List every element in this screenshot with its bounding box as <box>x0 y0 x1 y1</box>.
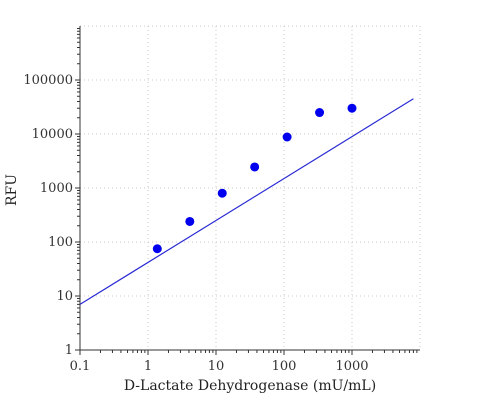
x-tick-label: 1000 <box>335 359 368 374</box>
data-point <box>152 244 162 254</box>
grid <box>80 25 421 350</box>
y-tick-label: 1 <box>65 343 73 358</box>
x-axis-title: D-Lactate Dehydrogenase (mU/mL) <box>124 378 376 394</box>
data-point <box>250 162 260 172</box>
data-point <box>185 216 195 226</box>
fit-line-group <box>79 98 414 305</box>
x-tick-label: 10 <box>208 359 225 374</box>
y-axis-title: RFU <box>4 174 20 206</box>
y-tick-label: 1000 <box>40 181 73 196</box>
y-tick-label: 100 <box>48 235 73 250</box>
data-point <box>217 188 227 198</box>
y-tick-label: 10000 <box>32 127 73 142</box>
x-tick-label: 1 <box>144 359 152 374</box>
x-tick-label: 0.1 <box>70 359 91 374</box>
data-point <box>347 103 357 113</box>
y-tick-label: 10 <box>56 289 73 304</box>
data-point <box>282 132 292 142</box>
x-tick-label: 100 <box>272 359 297 374</box>
fit-line <box>79 98 414 305</box>
points-group <box>152 103 357 254</box>
data-point <box>315 108 325 118</box>
y-tick-label: 100000 <box>23 73 73 88</box>
